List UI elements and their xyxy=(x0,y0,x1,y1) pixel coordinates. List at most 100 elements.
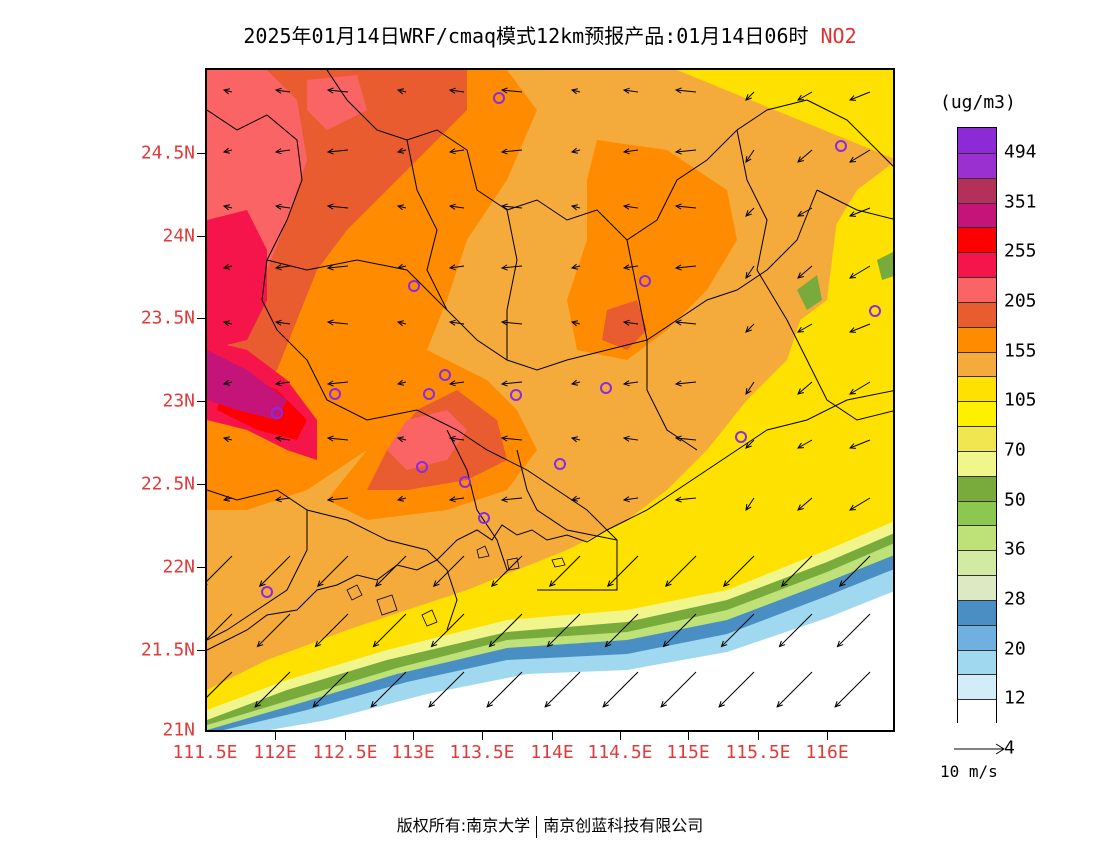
wind-arrow xyxy=(501,437,523,441)
wind-arrow-head xyxy=(500,264,508,271)
wind-arrow xyxy=(718,671,755,708)
color-bar-separator xyxy=(958,202,996,204)
station-marker xyxy=(459,476,471,488)
wind-arrow xyxy=(275,89,291,93)
lon-label-112-5e: 112.5E xyxy=(312,742,378,763)
wind-arrow xyxy=(797,497,813,511)
map-panel xyxy=(205,68,895,732)
wind-arrow xyxy=(602,671,639,708)
wind-arrow-head xyxy=(222,436,230,443)
color-bar-separator xyxy=(958,500,996,502)
wind-arrow-head xyxy=(222,147,230,154)
wind-arrow xyxy=(489,613,523,647)
wind-arrow-head xyxy=(448,87,456,94)
wind-arrow-head xyxy=(274,435,282,442)
wind-arrow-head xyxy=(622,319,630,326)
lon-tick xyxy=(552,732,553,740)
color-bar-separator xyxy=(958,649,996,651)
station-marker xyxy=(271,407,283,419)
wind-arrow-head xyxy=(222,320,230,327)
wind-arrow xyxy=(797,91,813,101)
wind-arrow xyxy=(327,497,349,501)
wind-arrow-head xyxy=(316,580,324,588)
wind-arrow xyxy=(275,265,291,269)
wind-arrow-head xyxy=(664,580,672,588)
wind-arrow-head xyxy=(570,436,578,443)
wind-arrow xyxy=(623,205,639,209)
wind-arrow-head xyxy=(674,87,682,94)
wind-arrow-head xyxy=(745,94,752,101)
wind-arrow-head xyxy=(370,701,377,708)
wind-arrow xyxy=(745,497,755,511)
color-bar-separator xyxy=(958,550,996,552)
wind-arrow-head xyxy=(622,203,630,210)
wind-arrow-head xyxy=(674,435,682,442)
wind-arrow-head xyxy=(622,435,630,442)
color-bar-segment xyxy=(958,500,996,526)
wind-arrow-head xyxy=(258,580,266,588)
wind-arrow xyxy=(571,437,581,441)
wind-arrow xyxy=(623,321,639,325)
wind-arrow-head xyxy=(274,148,282,155)
wind-arrow-head xyxy=(797,388,804,395)
wind-arrow xyxy=(745,265,755,279)
lon-label-115e: 115E xyxy=(666,742,710,763)
color-bar-separator xyxy=(958,699,996,701)
wind-arrow xyxy=(745,149,755,163)
wind-arrow xyxy=(501,149,523,153)
wind-arrow xyxy=(797,381,813,395)
wind-arrow-head xyxy=(622,264,630,271)
color-bar-segment xyxy=(958,426,996,452)
wind-arrow-head xyxy=(448,496,456,503)
wind-arrow xyxy=(745,207,755,217)
wind-arrow-head xyxy=(326,87,334,94)
color-bar-segment xyxy=(958,450,996,477)
wind-arrow-head xyxy=(570,147,578,154)
color-bar-label: 20 xyxy=(1004,638,1026,659)
wind-arrow xyxy=(275,321,291,325)
wind-arrow-head xyxy=(848,211,857,217)
wind-arrow xyxy=(776,671,813,708)
wind-arrow xyxy=(449,205,465,209)
color-bar-separator xyxy=(958,227,996,229)
wind-arrow-head xyxy=(604,640,612,648)
wind-arrow xyxy=(449,381,465,385)
wind-arrow-head xyxy=(745,210,752,217)
color-bar-separator xyxy=(958,351,996,353)
wind-arrow xyxy=(327,89,349,93)
wind-arrow-head xyxy=(374,580,382,588)
color-bar-separator xyxy=(958,575,996,576)
lon-label-114e: 114E xyxy=(530,742,574,763)
wind-arrow-head xyxy=(720,640,728,648)
wind-arrow-head xyxy=(546,640,554,648)
color-bar-segment xyxy=(958,475,996,501)
color-bar-segment xyxy=(958,177,996,203)
station-marker xyxy=(423,388,435,400)
color-bar-separator xyxy=(958,401,996,403)
station-marker xyxy=(478,512,490,524)
wind-arrow xyxy=(449,149,465,153)
wind-arrow xyxy=(549,555,581,587)
color-bar-label: 50 xyxy=(1004,489,1026,510)
wind-arrow xyxy=(397,321,407,325)
color-bar-segment xyxy=(958,525,996,551)
admin-boundaries xyxy=(207,70,893,641)
wind-arrow-head xyxy=(448,380,456,387)
lat-tick xyxy=(197,153,205,154)
wind-arrow-head xyxy=(718,701,725,708)
copyright-footer: 版权所有:南京大学 南京创蓝科技有限公司 xyxy=(0,812,1100,838)
wind-arrow-head xyxy=(500,87,508,94)
wind-arrow-head xyxy=(849,504,857,511)
wind-arrow xyxy=(449,265,465,269)
wind-arrow-head xyxy=(745,387,752,395)
color-bar-segment xyxy=(958,227,996,253)
lon-label-111-5e: 111.5E xyxy=(172,742,238,763)
wind-arrow xyxy=(327,381,349,385)
color-bar-label: 155 xyxy=(1004,340,1037,361)
wind-arrow xyxy=(675,265,697,269)
station-marker xyxy=(735,431,747,443)
wind-arrow-head xyxy=(500,203,508,210)
wind-arrow-head xyxy=(570,263,578,270)
wind-arrow-head xyxy=(674,319,682,326)
wind-arrow-head xyxy=(488,640,496,648)
